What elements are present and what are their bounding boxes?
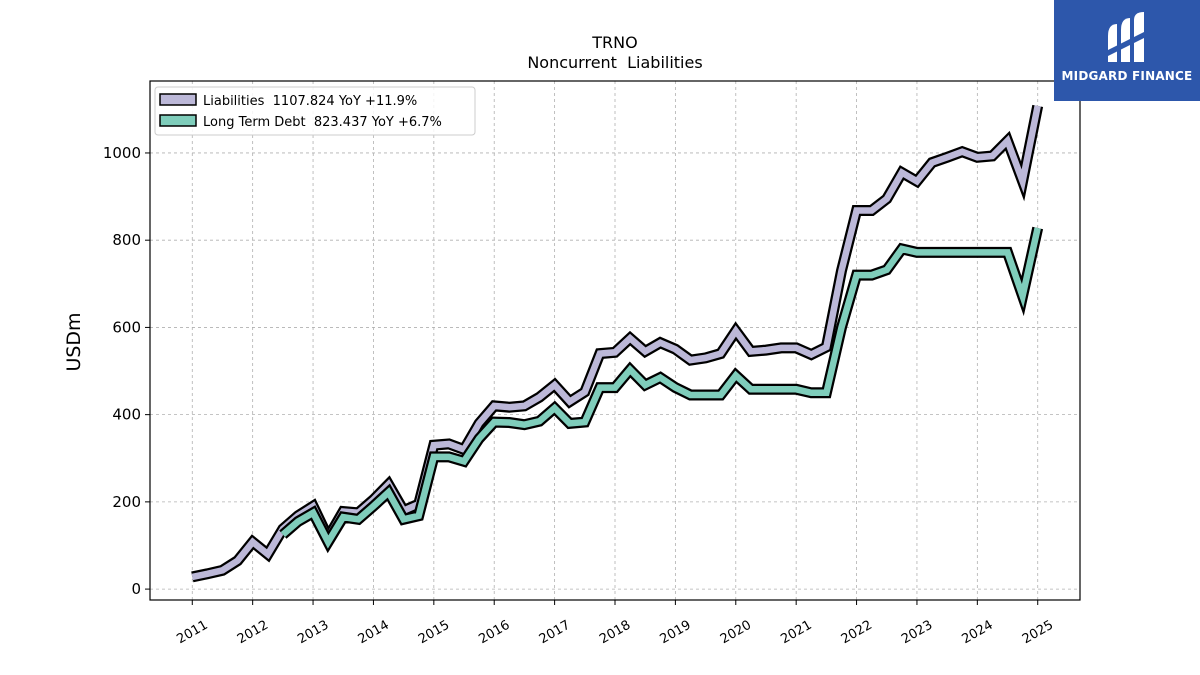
chart-subtitle: Noncurrent Liabilities — [527, 53, 702, 72]
x-tick-label: 2017 — [537, 618, 573, 648]
brand-name: MIDGARD FINANCE — [1061, 69, 1193, 83]
x-tick-label: 2011 — [174, 618, 210, 648]
legend-swatch-long-term-debt — [159, 114, 197, 127]
series-outline-long-term-debt — [279, 226, 1044, 554]
y-tick-label: 600 — [112, 318, 141, 336]
x-tick-label: 2013 — [295, 618, 331, 648]
x-tick-label: 2014 — [356, 618, 392, 648]
x-tick-label: 2020 — [718, 618, 754, 648]
y-axis-label: USDm — [63, 312, 85, 371]
x-tick-label: 2022 — [839, 618, 875, 648]
chart-title: TRNO — [591, 33, 637, 52]
series-line-long-term-debt — [280, 227, 1041, 549]
legend-entry-long-term-debt: Long Term Debt 823.437 YoY +6.7% — [203, 115, 442, 130]
x-axis: 2011 2012 2013 2014 2015 2016 2017 2018 2019 2020… — [174, 600, 1056, 647]
x-tick-label: 2021 — [778, 618, 814, 648]
y-tick-label: 200 — [112, 493, 141, 511]
x-tick-label: 2024 — [960, 618, 996, 648]
x-tick-label: 2016 — [476, 618, 512, 648]
y-tick-label: 400 — [112, 406, 141, 424]
legend-swatch-liabilities — [159, 93, 197, 106]
x-tick-label: 2019 — [658, 618, 694, 648]
x-tick-label: 2018 — [597, 618, 633, 648]
legend-entry-liabilities: Liabilities 1107.824 YoY +11.9% — [203, 94, 417, 109]
series-layer — [191, 104, 1044, 583]
midgard-logo-icon — [1108, 12, 1144, 62]
brand-logo: MIDGARD FINANCE — [1054, 0, 1200, 101]
y-tick-label: 0 — [131, 580, 141, 598]
y-tick-label: 800 — [112, 231, 141, 249]
y-tick-label: 1000 — [103, 144, 141, 162]
x-tick-label: 2025 — [1020, 618, 1056, 648]
x-tick-label: 2023 — [899, 618, 935, 648]
x-tick-label: 2012 — [235, 618, 271, 648]
y-axis: 0 200 400 600 800 1000 — [103, 144, 150, 598]
legend-box — [154, 86, 476, 136]
legend: Liabilities 1107.824 YoY +11.9% Long Ter… — [154, 86, 476, 136]
x-tick-label: 2015 — [416, 618, 452, 648]
